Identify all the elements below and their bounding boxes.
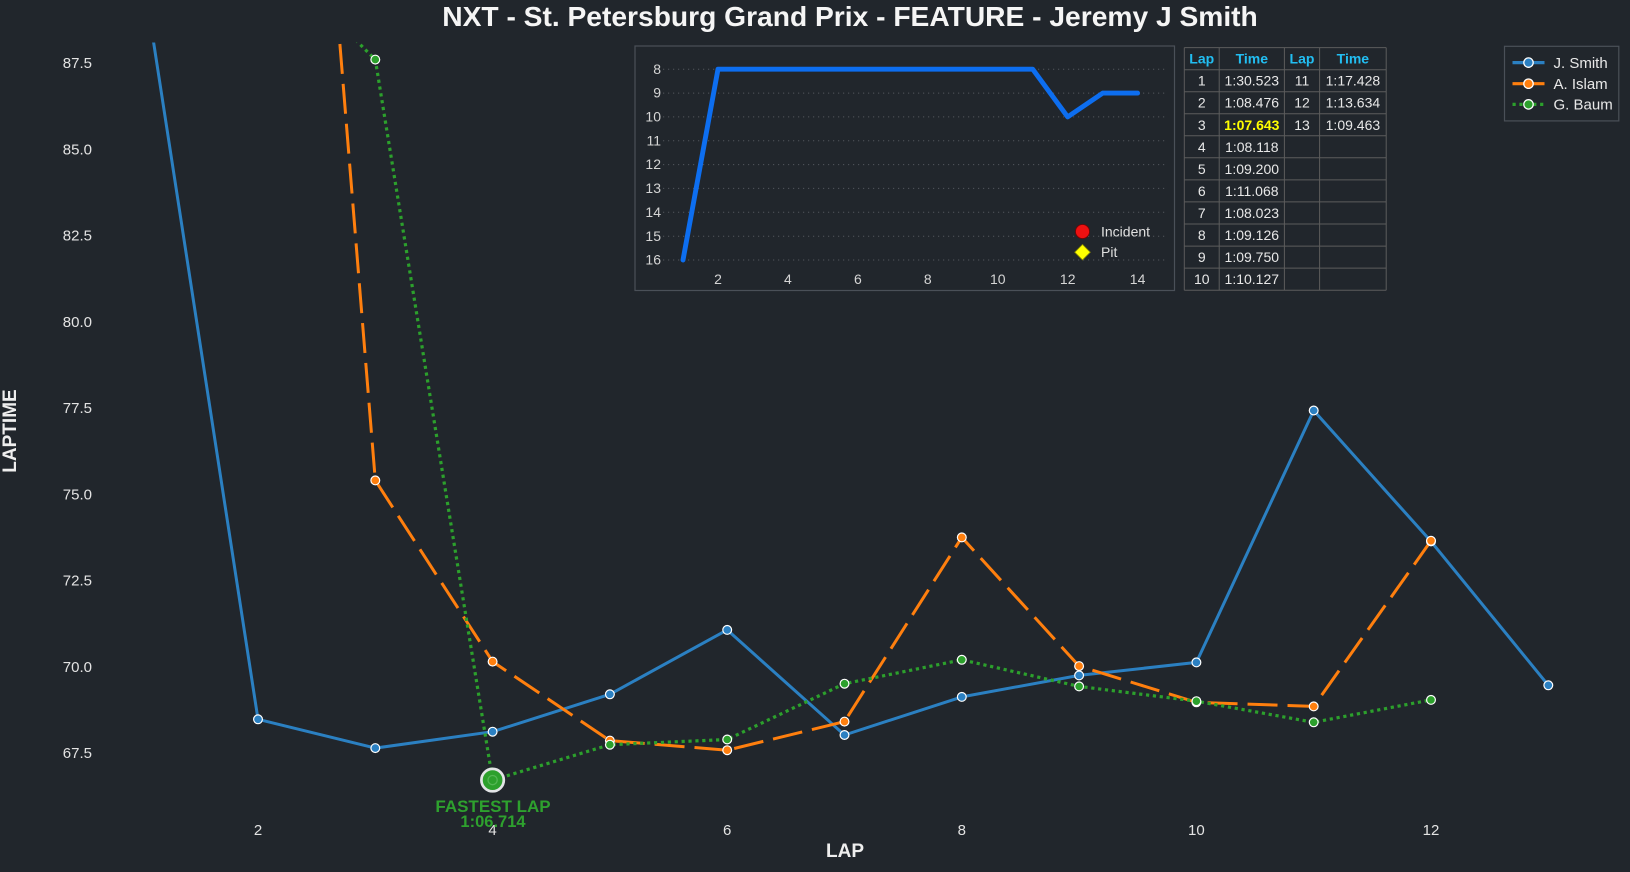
svg-text:13: 13 [645, 180, 661, 196]
svg-text:2: 2 [254, 822, 262, 839]
svg-text:1:30.523: 1:30.523 [1225, 73, 1280, 89]
svg-text:87.5: 87.5 [63, 55, 92, 72]
svg-text:8: 8 [924, 271, 932, 287]
svg-text:4: 4 [1198, 139, 1206, 155]
svg-text:10: 10 [990, 271, 1006, 287]
svg-text:10: 10 [1194, 271, 1210, 287]
svg-text:LAP: LAP [826, 841, 864, 862]
svg-text:11: 11 [646, 132, 661, 148]
svg-text:NXT - St. Petersburg Grand Pri: NXT - St. Petersburg Grand Prix - FEATUR… [442, 0, 1258, 32]
svg-text:8: 8 [1198, 227, 1206, 243]
svg-text:80.0: 80.0 [63, 314, 92, 331]
svg-text:G. Baum: G. Baum [1554, 97, 1613, 114]
svg-text:8: 8 [653, 61, 661, 77]
svg-text:1:13.634: 1:13.634 [1326, 95, 1381, 111]
svg-text:75.0: 75.0 [63, 486, 92, 503]
svg-text:12: 12 [645, 156, 661, 172]
svg-text:Time: Time [1236, 51, 1269, 67]
svg-text:12: 12 [1423, 822, 1440, 839]
svg-text:1:09.126: 1:09.126 [1225, 227, 1280, 243]
svg-text:67.5: 67.5 [63, 745, 92, 762]
svg-text:14: 14 [1130, 271, 1146, 287]
svg-text:1:17.428: 1:17.428 [1326, 73, 1381, 89]
svg-text:1:09.750: 1:09.750 [1225, 249, 1280, 265]
svg-text:3: 3 [1198, 117, 1206, 133]
svg-text:1:08.476: 1:08.476 [1225, 95, 1280, 111]
svg-text:1:09.463: 1:09.463 [1326, 117, 1381, 133]
svg-text:13: 13 [1294, 117, 1310, 133]
svg-text:82.5: 82.5 [63, 228, 92, 245]
svg-text:FASTEST LAP: FASTEST LAP [435, 797, 550, 816]
svg-text:85.0: 85.0 [63, 141, 92, 158]
svg-text:Lap: Lap [1189, 51, 1214, 67]
svg-text:7: 7 [1198, 205, 1206, 221]
svg-text:77.5: 77.5 [63, 400, 92, 417]
svg-text:J. Smith: J. Smith [1554, 55, 1608, 72]
svg-text:8: 8 [958, 822, 966, 839]
svg-text:1:10.127: 1:10.127 [1225, 271, 1280, 287]
svg-text:14: 14 [645, 204, 661, 220]
svg-text:6: 6 [723, 822, 731, 839]
svg-text:2: 2 [714, 271, 722, 287]
svg-text:4: 4 [784, 271, 792, 287]
svg-text:1:07.643: 1:07.643 [1224, 117, 1279, 133]
svg-text:6: 6 [1198, 183, 1206, 199]
svg-text:LAPTIME: LAPTIME [0, 389, 21, 472]
svg-text:15: 15 [645, 228, 661, 244]
svg-text:12: 12 [1294, 95, 1310, 111]
svg-text:12: 12 [1060, 271, 1076, 287]
svg-text:Pit: Pit [1101, 244, 1117, 260]
svg-text:1:08.118: 1:08.118 [1225, 139, 1279, 155]
svg-text:4: 4 [488, 822, 496, 839]
svg-text:5: 5 [1198, 161, 1206, 177]
svg-text:16: 16 [645, 252, 661, 268]
svg-text:1:11.068: 1:11.068 [1225, 183, 1279, 199]
svg-text:9: 9 [653, 85, 661, 101]
svg-text:Time: Time [1337, 51, 1370, 67]
svg-text:9: 9 [1198, 249, 1206, 265]
svg-text:70.0: 70.0 [63, 659, 92, 676]
svg-text:A. Islam: A. Islam [1554, 76, 1608, 93]
svg-text:Lap: Lap [1290, 51, 1315, 67]
svg-text:6: 6 [854, 271, 862, 287]
svg-text:Incident: Incident [1101, 224, 1150, 240]
svg-text:1:08.023: 1:08.023 [1225, 205, 1280, 221]
svg-text:72.5: 72.5 [63, 573, 92, 590]
svg-text:1: 1 [1198, 73, 1206, 89]
svg-text:1:06.714: 1:06.714 [460, 813, 526, 831]
svg-text:10: 10 [1188, 822, 1205, 839]
svg-text:1:09.200: 1:09.200 [1225, 161, 1280, 177]
svg-text:2: 2 [1198, 95, 1206, 111]
svg-text:11: 11 [1295, 73, 1310, 89]
svg-text:10: 10 [645, 109, 661, 125]
